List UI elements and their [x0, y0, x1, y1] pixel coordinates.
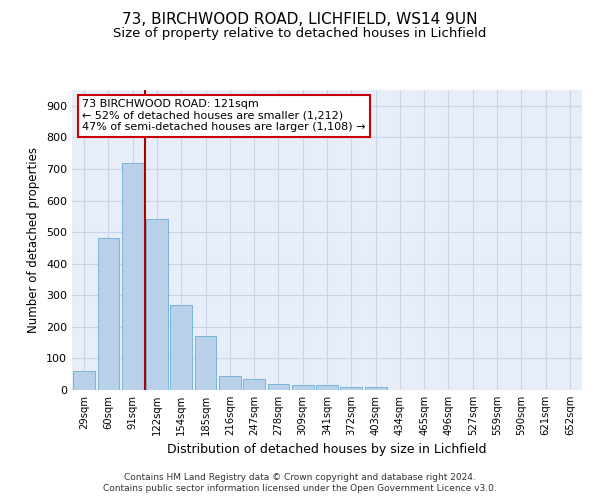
Bar: [170, 304, 192, 390]
Text: Contains public sector information licensed under the Open Government Licence v3: Contains public sector information licen…: [103, 484, 497, 493]
Bar: [194, 336, 217, 390]
Bar: [219, 376, 241, 390]
Y-axis label: Number of detached properties: Number of detached properties: [28, 147, 40, 333]
Bar: [316, 386, 338, 390]
Bar: [340, 388, 362, 390]
Bar: [268, 384, 289, 390]
Bar: [292, 386, 314, 390]
Bar: [365, 388, 386, 390]
Bar: [146, 220, 168, 390]
Text: 73, BIRCHWOOD ROAD, LICHFIELD, WS14 9UN: 73, BIRCHWOOD ROAD, LICHFIELD, WS14 9UN: [122, 12, 478, 28]
Bar: [73, 371, 95, 390]
Bar: [243, 379, 265, 390]
Bar: [122, 162, 143, 390]
Bar: [97, 238, 119, 390]
Text: Contains HM Land Registry data © Crown copyright and database right 2024.: Contains HM Land Registry data © Crown c…: [124, 472, 476, 482]
Text: Distribution of detached houses by size in Lichfield: Distribution of detached houses by size …: [167, 442, 487, 456]
Text: 73 BIRCHWOOD ROAD: 121sqm
← 52% of detached houses are smaller (1,212)
47% of se: 73 BIRCHWOOD ROAD: 121sqm ← 52% of detac…: [82, 99, 366, 132]
Text: Size of property relative to detached houses in Lichfield: Size of property relative to detached ho…: [113, 28, 487, 40]
